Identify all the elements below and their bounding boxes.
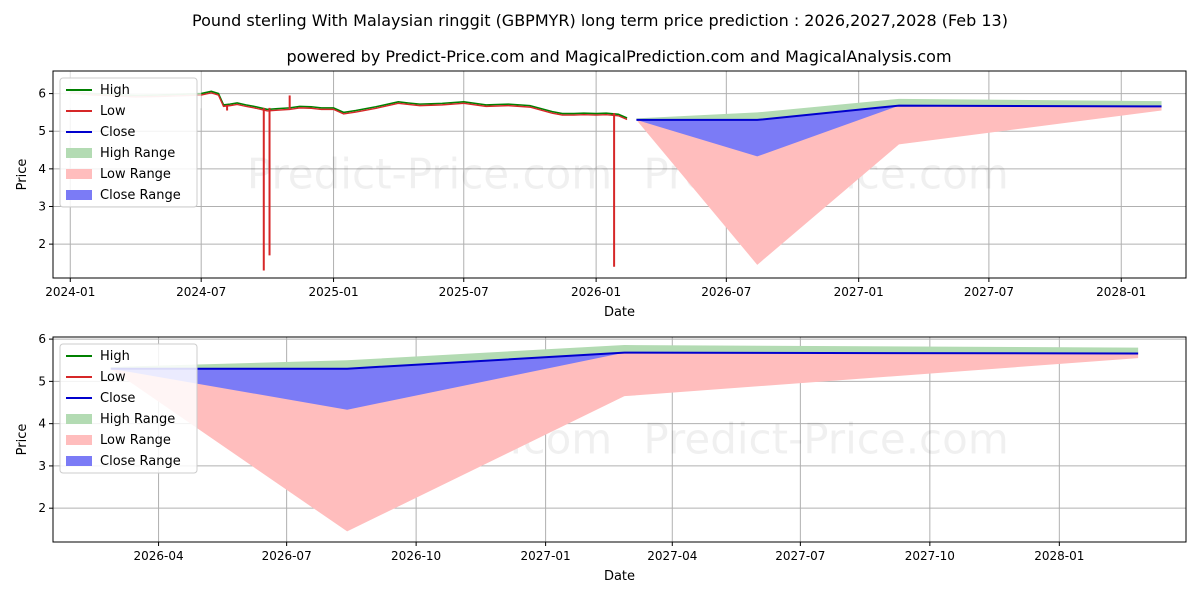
legend-label: Close Range	[100, 454, 181, 469]
legend-label: Close Range	[100, 188, 181, 203]
x-tick-label: 2027-10	[905, 549, 955, 563]
y-tick-label: 2	[38, 501, 46, 515]
x-tick-label: 2027-01	[521, 549, 571, 563]
x-axis-label: Date	[604, 569, 635, 584]
x-tick-label: 2028-01	[1034, 549, 1084, 563]
high-range-area	[636, 98, 1162, 120]
legend-label: High Range	[100, 146, 175, 161]
legend-label: Low Range	[100, 167, 171, 182]
y-tick-label: 4	[38, 417, 46, 431]
history-low-line	[70, 92, 628, 121]
history-high-line	[70, 90, 628, 119]
watermark-text: Predict-Price.com	[643, 415, 1008, 464]
close-forecast-line	[636, 104, 1162, 121]
legend-label: Low Range	[100, 433, 171, 448]
x-tick-label: 2026-07	[262, 549, 312, 563]
y-axis-label: Price	[15, 424, 30, 456]
y-axis-label: Price	[15, 159, 30, 191]
x-tick-label: 2026-01	[571, 285, 621, 299]
y-tick-label: 3	[38, 199, 46, 213]
legend-swatch-patch	[66, 169, 92, 179]
x-tick-label: 2027-04	[647, 549, 697, 563]
legend-label: High	[100, 349, 130, 364]
close-range-area	[110, 352, 1139, 410]
x-tick-label: 2025-07	[439, 285, 489, 299]
x-tick-label: 2026-07	[701, 285, 751, 299]
legend-swatch-patch	[66, 435, 92, 445]
x-tick-label: 2027-07	[964, 285, 1014, 299]
chart-title: Pound sterling With Malaysian ringgit (G…	[192, 11, 1008, 30]
plot-frame	[52, 70, 1187, 279]
legend-label: High Range	[100, 412, 175, 427]
legend-swatch-patch	[66, 414, 92, 424]
y-tick-label: 5	[38, 124, 46, 138]
legend-label: Low	[100, 370, 126, 385]
legend-label: Low	[100, 104, 126, 119]
close-range-area	[636, 105, 1162, 157]
y-tick-label: 6	[38, 332, 46, 346]
high-range-area	[110, 345, 1139, 369]
x-tick-label: 2026-10	[391, 549, 441, 563]
y-tick-label: 6	[38, 87, 46, 101]
x-tick-label: 2024-01	[45, 285, 95, 299]
y-tick-label: 3	[38, 459, 46, 473]
legend-box	[59, 77, 198, 208]
x-tick-label: 2024-07	[176, 285, 226, 299]
close-forecast-line	[110, 351, 1139, 370]
legend-swatch-patch	[66, 456, 92, 466]
y-tick-label: 2	[38, 237, 46, 251]
x-tick-label: 2028-01	[1096, 285, 1146, 299]
legend-label: Close	[100, 125, 135, 140]
x-tick-label: 2025-01	[308, 285, 358, 299]
legend-swatch-patch	[66, 190, 92, 200]
x-tick-label: 2027-07	[775, 549, 825, 563]
legend-box	[59, 343, 198, 474]
top-panel: Predict-Price.comPredict-Price.com2024-0…	[15, 70, 1187, 320]
plot-frame	[52, 336, 1187, 543]
chart-subtitle: powered by Predict-Price.com and Magical…	[286, 47, 951, 66]
bottom-panel: Predict-Price.comPredict-Price.com2026-0…	[15, 332, 1187, 584]
plot-area	[110, 345, 1139, 532]
x-axis-label: Date	[604, 305, 635, 320]
legend-label: Close	[100, 391, 135, 406]
x-tick-label: 2027-01	[834, 285, 884, 299]
x-tick-label: 2026-04	[133, 549, 183, 563]
y-tick-label: 5	[38, 374, 46, 388]
legend-label: High	[100, 83, 130, 98]
legend-swatch-patch	[66, 148, 92, 158]
y-tick-label: 4	[38, 162, 46, 176]
watermark-text: Predict-Price.com	[247, 150, 612, 199]
